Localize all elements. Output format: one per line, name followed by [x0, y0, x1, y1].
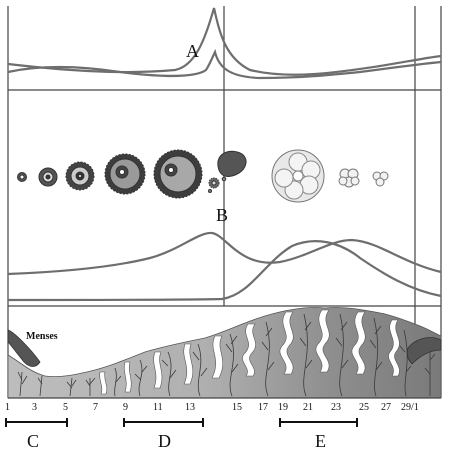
fsh-curve [7, 48, 442, 80]
menses-shed-right [406, 337, 442, 365]
label-c: C [27, 431, 39, 451]
day-tick-27: 27 [381, 402, 391, 413]
regressing-corpus-luteum [338, 168, 360, 188]
primary-follicle [38, 167, 58, 187]
estrogen-curve [7, 231, 442, 276]
bracket-d [123, 418, 204, 427]
primordial-follicle [17, 172, 27, 182]
ovarian-hormone-curves [7, 231, 442, 302]
corpus-albicans [372, 171, 389, 187]
bracket-e [279, 418, 358, 427]
bracket-c [5, 418, 68, 427]
day-tick-3: 3 [32, 402, 37, 413]
tertiary-follicle [104, 153, 146, 195]
day-tick-25: 25 [359, 402, 369, 413]
day-tick-1: 1 [5, 402, 10, 413]
day-tick-5: 5 [63, 402, 68, 413]
secondary-follicle [65, 161, 95, 191]
progesterone-curve [7, 240, 442, 302]
label-e: E [315, 431, 326, 451]
spiral-arteries [17, 313, 436, 397]
day-tick-19: 19 [278, 402, 288, 413]
uterine-glands [99, 309, 400, 395]
day-tick-7: 7 [93, 402, 98, 413]
menses-shed-left [7, 329, 41, 367]
pituitary-hormone-curves [7, 7, 442, 80]
ovarian-follicles [17, 149, 389, 203]
label-d: D [158, 431, 171, 451]
label-menses: Menses [26, 331, 58, 342]
day-tick-17: 17 [258, 402, 268, 413]
corpus-luteum [271, 149, 325, 203]
day-tick-9: 9 [123, 402, 128, 413]
graafian-follicle [153, 149, 203, 199]
day-tick-23: 23 [331, 402, 341, 413]
day-tick-15: 15 [232, 402, 242, 413]
day-tick-21: 21 [303, 402, 313, 413]
day-tick-11: 11 [153, 402, 163, 413]
label-a: A [186, 41, 199, 61]
label-b: B [216, 205, 228, 225]
day-ticks: 1 3 5 7 9 11 13 15 17 19 21 23 25 27 29/… [5, 402, 419, 413]
endometrium: Menses [7, 307, 442, 399]
phase-brackets [5, 418, 358, 427]
day-tick-29-1: 29/1 [401, 402, 419, 413]
day-tick-13: 13 [185, 402, 195, 413]
ovulating-follicle [208, 150, 247, 193]
